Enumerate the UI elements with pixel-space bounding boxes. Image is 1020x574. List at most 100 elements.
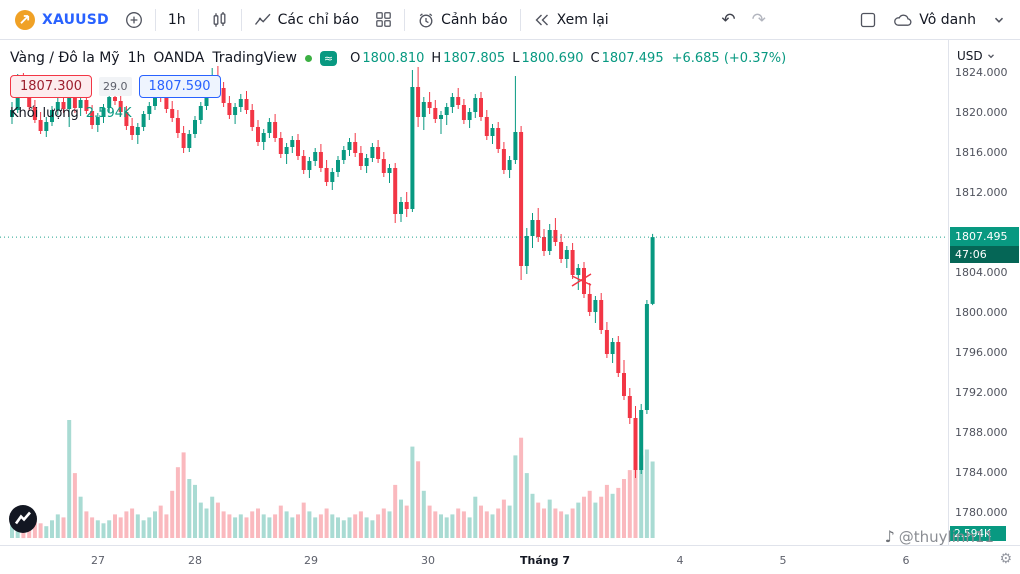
price-tick: 1796.000 [955, 346, 1008, 359]
price-tick: 1784.000 [955, 466, 1008, 479]
volume-legend-row: Khối lượng 2.594K [10, 106, 786, 121]
time-tick: 6 [902, 554, 910, 567]
chart-pane[interactable]: Vàng / Đô la Mỹ 1h OANDA TradingView ≈ O… [0, 40, 947, 545]
time-tick: 28 [188, 554, 202, 567]
time-tick: 5 [779, 554, 787, 567]
price-tick: 1812.000 [955, 186, 1008, 199]
toolbar-divider [404, 8, 406, 31]
open-value: 1800.810 [362, 50, 425, 66]
legend-exchange: OANDA [153, 50, 205, 66]
templates-button[interactable] [367, 6, 400, 33]
price-axis[interactable]: USD 1824.0001820.0001816.0001812.0001808… [948, 40, 1020, 545]
candlestick-chart [0, 66, 947, 539]
redo-button[interactable]: ↷ [744, 5, 774, 35]
time-tick: 29 [304, 554, 318, 567]
low-label: L [512, 50, 520, 66]
layout-rect-icon [859, 11, 877, 29]
trade-buttons-row: 1807.300 29.0 1807.590 [10, 75, 786, 98]
high-label: H [431, 50, 442, 66]
close-label: C [590, 50, 600, 66]
price-tick: 1804.000 [955, 266, 1008, 279]
change-value: +6.685 (+0.37%) [671, 50, 787, 66]
price-tick: 1792.000 [955, 386, 1008, 399]
indicators-icon [254, 11, 272, 29]
indicators-button[interactable]: Các chỉ báo [246, 6, 367, 34]
time-tick: 30 [421, 554, 435, 567]
legend-provider: TradingView [212, 50, 297, 66]
alarm-clock-icon [417, 11, 435, 29]
chevron-down-icon [987, 54, 994, 59]
volume-bars [10, 420, 655, 539]
chevron-down-icon [992, 13, 1006, 27]
spread-label: 29.0 [99, 77, 132, 96]
currency-label: USD [957, 49, 983, 63]
toolbar-divider [154, 8, 156, 31]
undo-button[interactable]: ↶ [713, 5, 743, 35]
toolbar-divider [240, 8, 242, 31]
buy-button[interactable]: 1807.590 [138, 75, 221, 98]
replay-label: Xem lại [556, 11, 609, 28]
volume-label: Khối lượng [10, 106, 79, 121]
price-tick: 1824.000 [955, 66, 1008, 79]
gold-coin-icon [14, 9, 36, 31]
chart-style-button[interactable] [203, 6, 237, 34]
plus-circle-icon [125, 11, 143, 29]
candlestick-icon [211, 11, 229, 29]
axis-settings-icon[interactable]: ⚙ [999, 551, 1012, 567]
currency-selector[interactable]: USD [957, 49, 996, 63]
drawing-annotation[interactable] [571, 273, 592, 287]
symbol-label: XAUUSD [42, 11, 109, 28]
legend-symbol-title[interactable]: Vàng / Đô la Mỹ [10, 50, 120, 66]
indicators-label: Các chỉ báo [277, 11, 360, 28]
sell-button[interactable]: 1807.300 [10, 75, 93, 98]
interval-button[interactable]: 1h [160, 7, 194, 33]
toolbar-divider [197, 8, 199, 31]
open-label: O [350, 50, 361, 66]
market-open-dot-icon [304, 54, 312, 62]
alert-label: Cảnh báo [441, 11, 508, 28]
price-tick: 1780.000 [955, 506, 1008, 519]
last-price-badge: 1807.495 [950, 227, 1019, 247]
volume-value: 2.594K [85, 106, 132, 121]
price-tick: 1820.000 [955, 106, 1008, 119]
tiktok-icon: ♪ [884, 527, 895, 546]
account-label: Vô danh [919, 11, 976, 28]
ohlc-values: O 1800.810 H 1807.805 L 1800.690 C 1807.495 … [345, 51, 786, 66]
time-axis[interactable]: 27 28 29 30 Tháng 7 4 5 6 ⚙ [0, 545, 1020, 574]
cloud-icon [893, 12, 913, 28]
undo-icon: ↶ [721, 9, 736, 30]
grid-icon [375, 11, 392, 28]
price-tick: 1816.000 [955, 146, 1008, 159]
price-tick: 1800.000 [955, 306, 1008, 319]
time-tick: 4 [676, 554, 684, 567]
bar-countdown-badge: 47:06 [950, 246, 1019, 264]
symbol-button[interactable]: XAUUSD [6, 4, 117, 36]
low-value: 1800.690 [521, 50, 584, 66]
toolbar-divider [519, 8, 521, 31]
watermark-handle: @thuylinh11 [898, 527, 994, 546]
last-price-value: 1807.495 [955, 230, 1008, 244]
tradingview-logo-watermark[interactable] [8, 504, 38, 538]
layout-button[interactable] [851, 6, 885, 34]
legend-main-row: Vàng / Đô la Mỹ 1h OANDA TradingView ≈ O… [10, 48, 786, 68]
volume-axis-badge: 2.594K [950, 526, 1006, 541]
candles [10, 66, 655, 478]
approx-badge: ≈ [319, 50, 338, 66]
replay-button[interactable]: Xem lại [525, 6, 617, 34]
time-tick: 27 [91, 554, 105, 567]
high-value: 1807.805 [443, 50, 506, 66]
legend-interval[interactable]: 1h [127, 50, 146, 66]
toolbar-collapse-button[interactable] [984, 8, 1014, 32]
redo-icon: ↷ [751, 9, 766, 30]
replay-icon [533, 11, 551, 29]
tiktok-watermark: ♪ @thuylinh11 [885, 527, 994, 546]
alert-button[interactable]: Cảnh báo [409, 6, 516, 34]
time-tick: Tháng 7 [520, 554, 570, 567]
close-value: 1807.495 [601, 50, 664, 66]
compare-add-symbol-button[interactable] [117, 6, 151, 34]
price-tick: 1788.000 [955, 426, 1008, 439]
cloud-account-button[interactable]: Vô danh [885, 7, 984, 33]
interval-label: 1h [167, 11, 186, 28]
chart-legend: Vàng / Đô la Mỹ 1h OANDA TradingView ≈ O… [10, 48, 786, 121]
